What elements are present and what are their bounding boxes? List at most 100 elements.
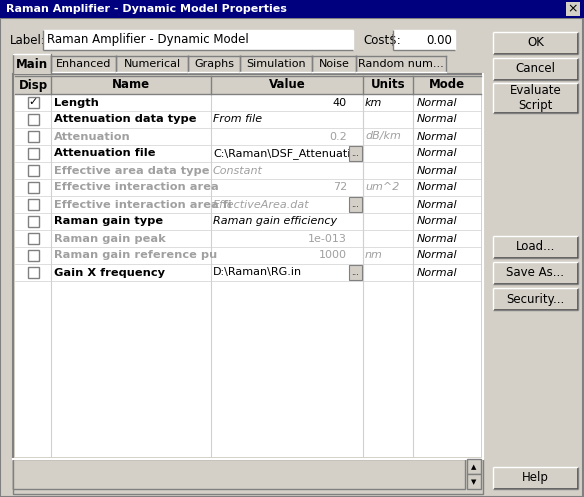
Text: Cost$:: Cost$: (363, 33, 401, 47)
Text: Graphs: Graphs (194, 59, 234, 69)
Text: Units: Units (371, 79, 405, 91)
Bar (15, 76, 481, 94)
Text: Normal: Normal (417, 199, 458, 210)
Bar (27, 267, 39, 278)
Text: Normal: Normal (417, 217, 458, 227)
Text: Cancel: Cancel (516, 63, 555, 76)
Text: Normal: Normal (417, 234, 458, 244)
Bar (15, 162, 481, 179)
Bar (27, 182, 39, 193)
Text: Main: Main (16, 58, 48, 71)
Text: ▼: ▼ (471, 479, 477, 485)
Bar (15, 230, 481, 247)
Bar (27, 114, 39, 125)
Text: um^2: um^2 (365, 182, 399, 192)
Bar (493, 58, 578, 80)
Bar (13, 459, 465, 489)
Text: Normal: Normal (417, 132, 458, 142)
Text: Raman gain type: Raman gain type (54, 217, 163, 227)
Bar (27, 216, 39, 227)
Text: ...: ... (352, 149, 359, 158)
Bar (493, 236, 578, 258)
Text: Load...: Load... (516, 241, 555, 253)
Bar (15, 128, 481, 145)
Text: Value: Value (269, 79, 305, 91)
Text: Disp: Disp (19, 79, 47, 91)
Bar (467, 459, 481, 474)
Bar (566, 2, 580, 16)
Text: Normal: Normal (417, 182, 458, 192)
Text: Effective interaction area: Effective interaction area (54, 182, 219, 192)
Text: ✓: ✓ (28, 97, 38, 107)
Bar (13, 54, 51, 74)
Text: Mode: Mode (429, 79, 465, 91)
Bar (27, 131, 39, 142)
Text: Enhanced: Enhanced (56, 59, 111, 69)
Bar (493, 467, 578, 489)
Text: Raman gain reference pu: Raman gain reference pu (54, 250, 217, 260)
Bar (27, 199, 39, 210)
Bar (0, 0, 584, 18)
Text: 40: 40 (333, 97, 347, 107)
Text: ...: ... (352, 200, 359, 209)
Bar (241, 56, 311, 72)
Bar (189, 56, 239, 72)
Text: Raman gain efficiency: Raman gain efficiency (213, 217, 337, 227)
Bar (117, 56, 187, 72)
Text: Raman gain peak: Raman gain peak (54, 234, 166, 244)
Bar (313, 56, 355, 72)
Text: Constant: Constant (213, 166, 263, 175)
Bar (493, 83, 578, 113)
Text: km: km (365, 97, 383, 107)
Bar (15, 94, 481, 111)
Text: Normal: Normal (417, 149, 458, 159)
Text: C:\Raman\DSF_Attenuatior: C:\Raman\DSF_Attenuatior (213, 148, 361, 159)
Text: ...: ... (352, 268, 359, 277)
Text: dB/km: dB/km (365, 132, 401, 142)
Bar (43, 30, 353, 50)
Bar (349, 265, 362, 280)
Text: 72: 72 (333, 182, 347, 192)
Bar (15, 145, 481, 162)
Bar (467, 474, 481, 489)
Bar (15, 264, 481, 281)
Text: Raman Amplifier - Dynamic Model Properties: Raman Amplifier - Dynamic Model Properti… (6, 4, 287, 14)
Text: 1000: 1000 (319, 250, 347, 260)
Bar (27, 148, 39, 159)
Bar (349, 197, 362, 212)
Bar (13, 461, 481, 489)
Text: 0.00: 0.00 (426, 33, 452, 47)
Bar (493, 288, 578, 310)
Text: Raman Amplifier - Dynamic Model: Raman Amplifier - Dynamic Model (47, 33, 249, 47)
Bar (15, 213, 481, 230)
Text: 0.2: 0.2 (329, 132, 347, 142)
Bar (393, 30, 455, 50)
Text: Security...: Security... (506, 293, 565, 306)
Bar (493, 262, 578, 284)
Bar (493, 32, 578, 54)
Text: 1e-013: 1e-013 (308, 234, 347, 244)
Text: Noise: Noise (318, 59, 349, 69)
Text: Gain X frequency: Gain X frequency (54, 267, 165, 277)
Text: Label:: Label: (10, 33, 46, 47)
Text: Evaluate
Script: Evaluate Script (510, 84, 561, 112)
Text: Simulation: Simulation (246, 59, 306, 69)
Text: Random num...: Random num... (358, 59, 444, 69)
Bar (27, 250, 39, 261)
Bar (52, 56, 115, 72)
Bar (357, 56, 445, 72)
Bar (15, 179, 481, 196)
Text: Save As...: Save As... (506, 266, 565, 279)
Bar (15, 111, 481, 128)
Text: nm: nm (365, 250, 383, 260)
Bar (15, 247, 481, 264)
Text: Numerical: Numerical (123, 59, 180, 69)
Text: Help: Help (522, 472, 549, 485)
Text: Normal: Normal (417, 97, 458, 107)
Text: ×: × (568, 2, 578, 15)
Text: ▲: ▲ (471, 464, 477, 470)
Bar (27, 233, 39, 244)
Bar (13, 459, 483, 494)
Text: Normal: Normal (417, 114, 458, 125)
Text: Length: Length (54, 97, 99, 107)
